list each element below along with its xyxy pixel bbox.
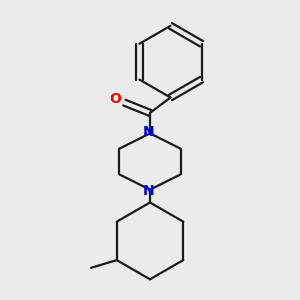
Text: O: O	[110, 92, 122, 106]
Text: N: N	[143, 184, 154, 198]
Text: N: N	[143, 125, 154, 139]
